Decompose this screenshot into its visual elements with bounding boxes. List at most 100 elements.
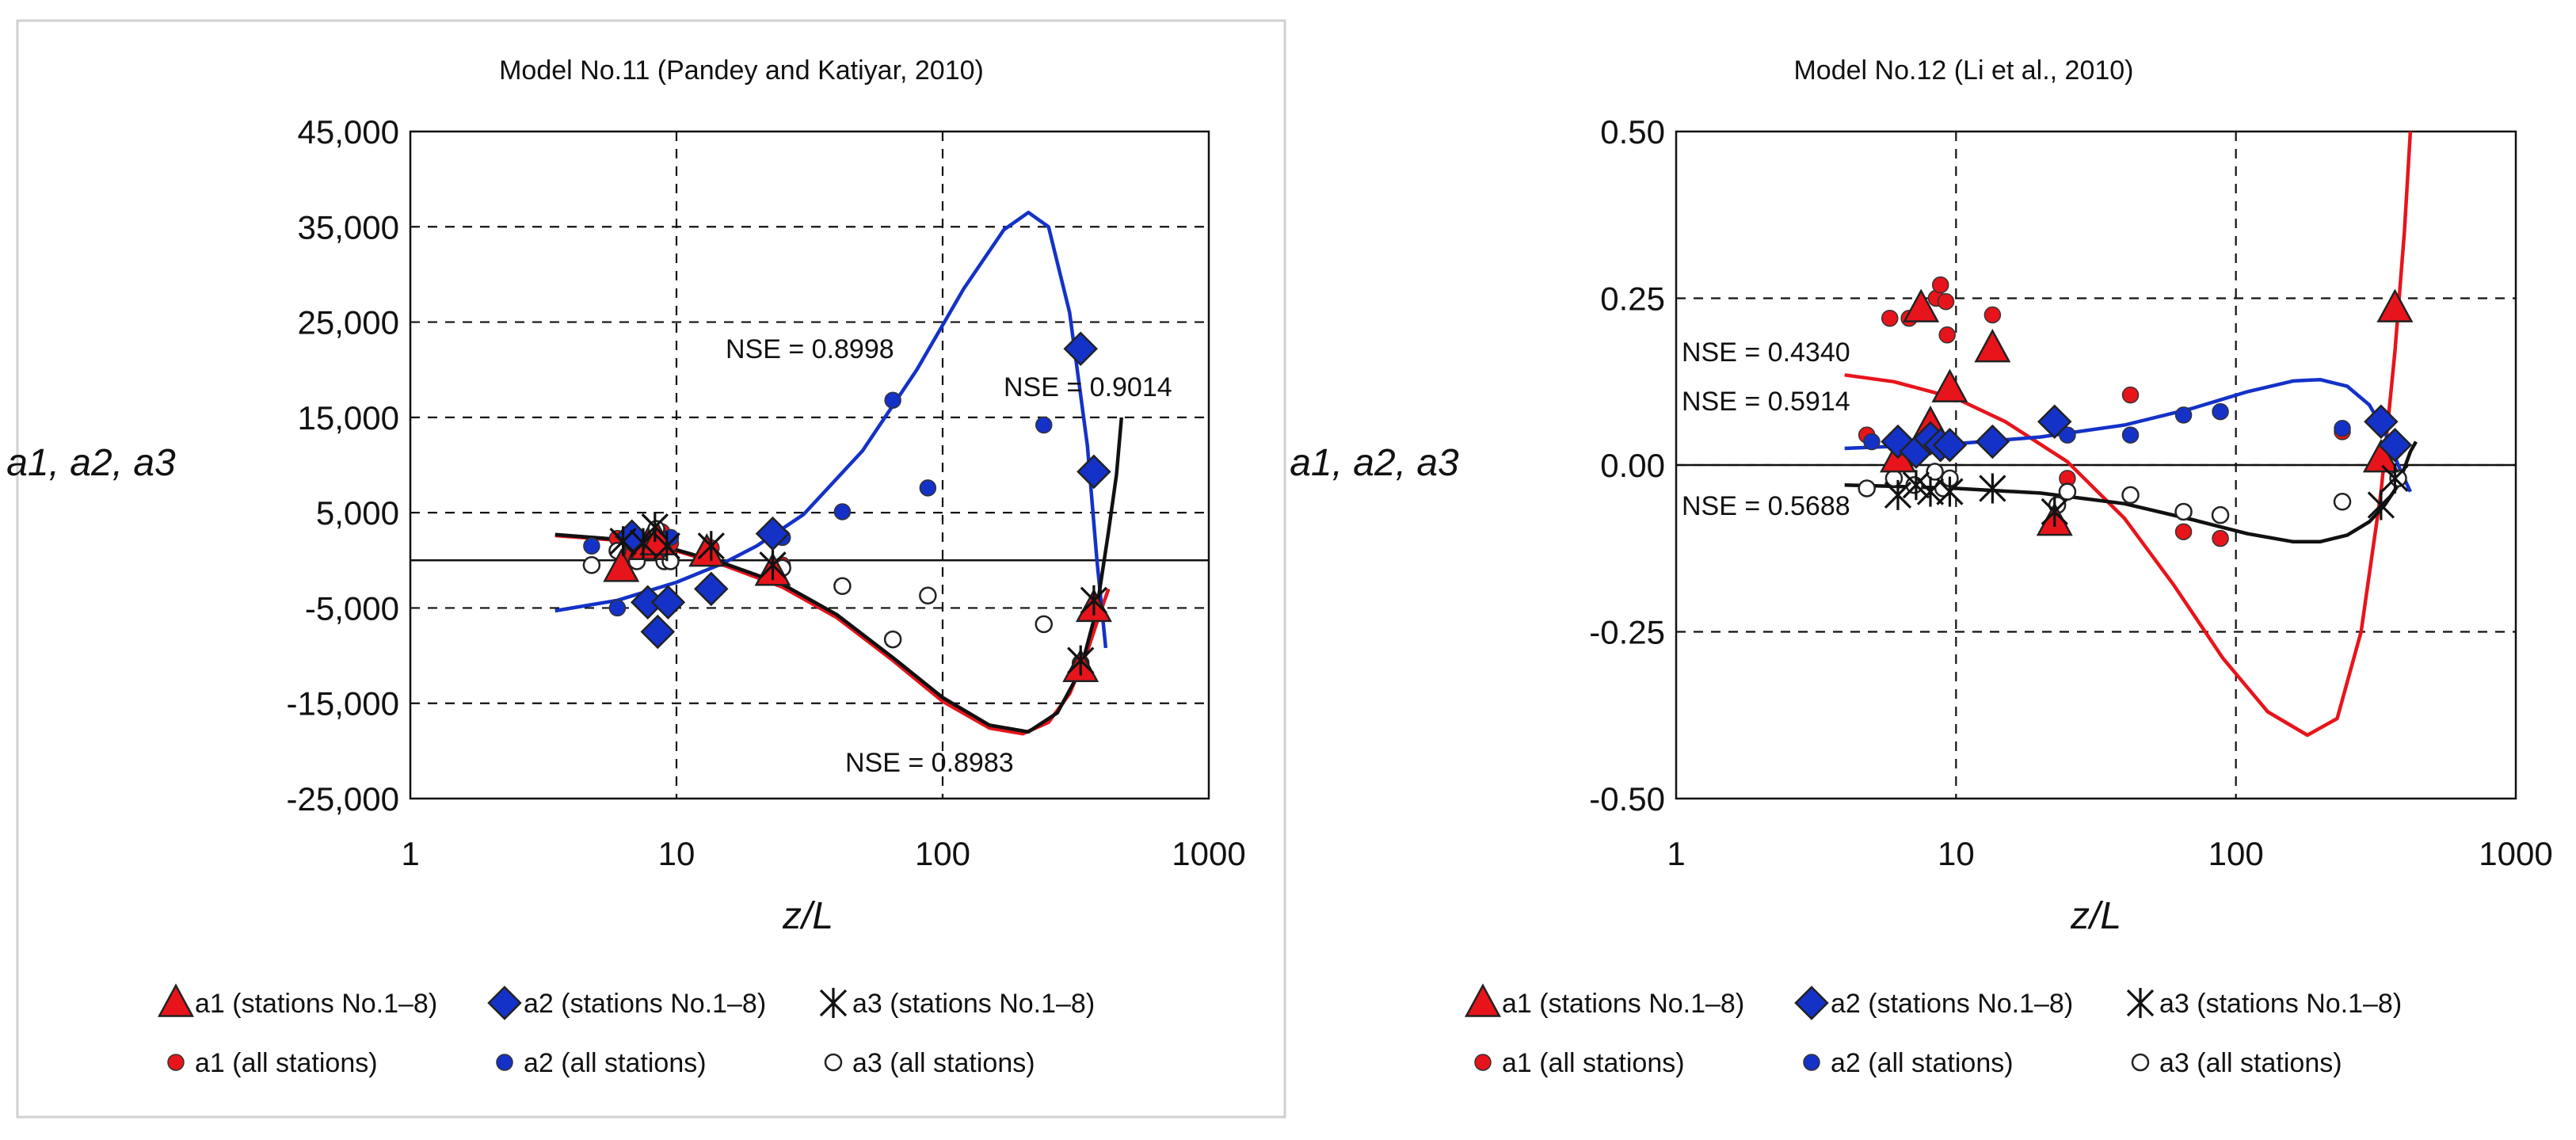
- data-point: [1903, 288, 1940, 322]
- chart-model-11: Model No.11 (Pandey and Katiyar, 2010) -2…: [6, 55, 1245, 1078]
- legend-entry: a1 (stations No.1–8): [1464, 983, 1744, 1019]
- data-point: [883, 630, 902, 649]
- legend-entry: a3 (all stations): [2131, 1048, 2342, 1078]
- nse-label: NSE = 0.5688: [1682, 491, 1850, 521]
- data-point: [2364, 404, 2399, 440]
- plot-area-border: [1675, 130, 2517, 800]
- data-point: [1067, 645, 1095, 676]
- data-point: [2333, 493, 2352, 511]
- legend-entry: a1 (all stations): [1474, 1048, 1685, 1078]
- data-point: [1931, 276, 1949, 294]
- data-point: [603, 548, 640, 582]
- data-point: [1932, 427, 1968, 463]
- x-tick-label: 10: [1938, 835, 1975, 872]
- legend-entry: a2 (stations No.1–8): [1794, 986, 2073, 1020]
- data-point: [1931, 368, 1968, 402]
- data-point: [1974, 329, 2011, 363]
- plot-area-border: [409, 130, 1210, 800]
- data-point: [759, 550, 787, 581]
- legend-marker: [2131, 1053, 2150, 1072]
- x-tick-label: 10: [658, 835, 695, 872]
- y-axis-label: a1, a2, a3: [6, 442, 176, 484]
- data-point: [1983, 306, 2002, 324]
- y-axis-label: a1, a2, a3: [1290, 442, 1459, 484]
- legend-entry: a2 (all stations): [1803, 1048, 2014, 1078]
- data-point: [884, 391, 901, 409]
- legend-entry: a3 (stations No.1–8): [2126, 988, 2402, 1019]
- series-3: [609, 512, 1108, 676]
- data-point: [694, 571, 729, 607]
- legend-entry: a3 (all stations): [824, 1048, 1035, 1078]
- legend-label: a3 (stations No.1–8): [852, 989, 1095, 1019]
- data-point: [833, 503, 852, 520]
- data-point: [2058, 482, 2077, 501]
- data-point: [640, 614, 676, 650]
- data-point: [1080, 585, 1108, 616]
- y-tick-label: -15,000: [287, 685, 399, 723]
- data-point: [1858, 479, 1876, 498]
- left-chart-frame: [16, 19, 1286, 1119]
- y-tick-label: 0.00: [1600, 447, 1665, 484]
- data-point: [2334, 419, 2351, 437]
- y-tick-label: 15,000: [298, 399, 399, 437]
- legend-marker: [167, 1054, 185, 1071]
- data-point: [2377, 427, 2413, 463]
- data-point: [1937, 292, 1955, 311]
- legend-entry: a2 (all stations): [496, 1048, 707, 1078]
- series-3: [1884, 463, 2409, 527]
- legend-marker: [824, 1053, 843, 1072]
- legend-label: a3 (all stations): [2159, 1048, 2342, 1078]
- legend-label: a1 (stations No.1–8): [195, 989, 437, 1019]
- x-tick-label: 1: [1667, 835, 1685, 872]
- series-2: [614, 331, 1111, 650]
- data-point: [582, 556, 601, 574]
- x-tick-label: 1000: [2479, 835, 2552, 872]
- data-point: [1979, 473, 2006, 504]
- data-point: [2121, 486, 2140, 505]
- nse-label: NSE = 0.4340: [1682, 337, 1850, 368]
- data-point: [629, 528, 657, 559]
- legend-marker: [1464, 983, 1502, 1017]
- x-axis-label: z/L: [782, 895, 833, 937]
- data-point: [2174, 406, 2193, 424]
- chart-title: Model No.12 (Li et al., 2010): [1793, 55, 2133, 86]
- data-point: [2121, 386, 2140, 404]
- x-tick-label: 100: [915, 835, 970, 872]
- data-point: [653, 531, 680, 562]
- data-point: [697, 531, 725, 562]
- data-point: [1063, 331, 1098, 367]
- legend-entry: a2 (stations No.1–8): [487, 986, 766, 1020]
- data-point: [1077, 454, 1111, 490]
- data-point: [1035, 615, 1054, 634]
- data-point: [1884, 479, 1912, 510]
- x-axis-label: z/L: [2070, 895, 2121, 937]
- nse-label: NSE = 0.5914: [1682, 387, 1850, 417]
- legend-marker: [1474, 1054, 1492, 1071]
- data-point: [2367, 490, 2395, 520]
- nse-label: NSE = 0.9014: [1004, 372, 1172, 402]
- data-point: [2059, 426, 2076, 444]
- legend-entry: a1 (stations No.1–8): [157, 983, 437, 1019]
- data-point: [1975, 424, 2010, 459]
- y-tick-label: -0.25: [1589, 614, 1665, 651]
- data-point: [919, 479, 937, 497]
- data-point: [1916, 476, 1945, 507]
- data-point: [1881, 310, 1899, 327]
- data-point: [1926, 463, 1944, 481]
- data-point: [1902, 470, 1930, 501]
- legend-marker: [2126, 988, 2155, 1018]
- data-point: [583, 537, 600, 555]
- nse-label: NSE = 0.8998: [726, 334, 894, 364]
- fit-curve-a2-fit: [554, 210, 1108, 649]
- data-point: [2212, 529, 2229, 547]
- legend-label: a2 (all stations): [524, 1048, 707, 1078]
- y-tick-label: -5,000: [305, 589, 399, 627]
- legend-marker: [819, 988, 848, 1018]
- data-point: [2212, 402, 2229, 421]
- y-tick-label: 35,000: [298, 208, 399, 246]
- legend-label: a1 (stations No.1–8): [1502, 989, 1744, 1019]
- chart-title: Model No.11 (Pandey and Katiyar, 2010): [499, 55, 984, 86]
- data-point: [608, 599, 627, 617]
- legend-marker: [1803, 1054, 1820, 1071]
- data-point: [2376, 288, 2414, 322]
